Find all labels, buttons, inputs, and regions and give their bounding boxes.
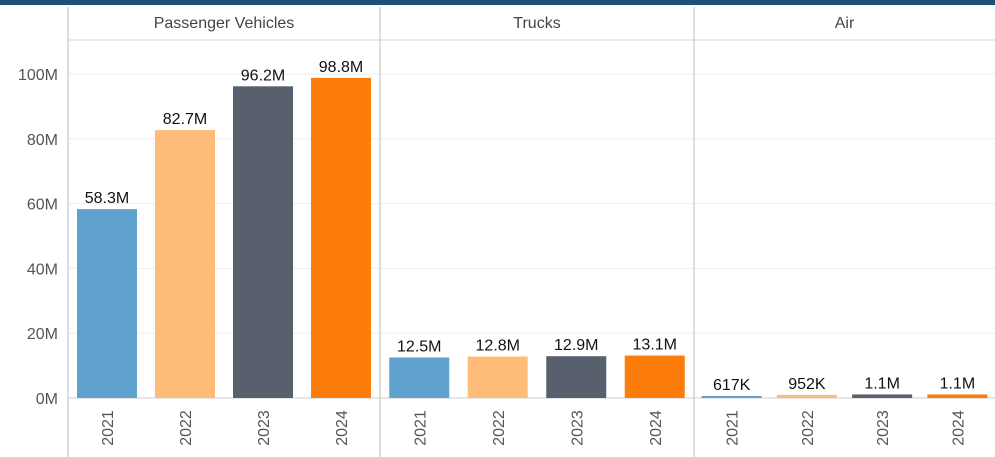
y-tick-label: 20M (27, 326, 58, 343)
bar (546, 356, 607, 398)
bar (927, 394, 988, 398)
data-label: 58.3M (85, 190, 129, 207)
data-label: 12.5M (397, 339, 441, 356)
x-tick-label: 2022 (800, 410, 817, 446)
data-label: 12.8M (476, 338, 520, 355)
bar (311, 77, 371, 398)
panel-header: Passenger Vehicles (154, 15, 295, 32)
top-accent-bar (0, 0, 995, 5)
bar (467, 356, 528, 398)
x-tick-label: 2024 (950, 410, 967, 446)
data-label: 98.8M (319, 59, 363, 76)
bar (233, 86, 293, 398)
data-label: 13.1M (633, 337, 677, 354)
data-label: 82.7M (163, 111, 207, 128)
x-tick-label: 2022 (178, 410, 195, 446)
bar (77, 209, 137, 398)
bar (155, 130, 215, 398)
x-tick-label: 2024 (648, 410, 665, 446)
data-label: 96.2M (241, 67, 285, 84)
x-tick-label: 2021 (412, 410, 429, 446)
x-tick-label: 2023 (569, 410, 586, 446)
data-label: 1.1M (940, 375, 976, 392)
y-tick-label: 60M (27, 197, 58, 214)
x-tick-label: 2022 (491, 410, 508, 446)
data-label: 1.1M (864, 375, 900, 392)
panel-header: Air (835, 15, 855, 32)
y-tick-label: 0M (36, 391, 58, 408)
panel-header: Trucks (513, 15, 560, 32)
y-tick-label: 80M (27, 132, 58, 149)
y-tick-label: 100M (18, 67, 58, 84)
x-tick-label: 2021 (100, 410, 117, 446)
x-tick-label: 2021 (725, 410, 742, 446)
x-tick-label: 2023 (256, 410, 273, 446)
x-tick-label: 2023 (875, 410, 892, 446)
y-tick-label: 40M (27, 261, 58, 278)
bar (852, 394, 913, 398)
bar (624, 355, 685, 398)
bar (776, 394, 837, 398)
data-label: 12.9M (554, 337, 598, 354)
x-tick-label: 2024 (334, 410, 351, 446)
data-label: 617K (713, 377, 751, 394)
bar (701, 396, 762, 398)
data-label: 952K (788, 376, 826, 393)
bar (389, 357, 450, 398)
